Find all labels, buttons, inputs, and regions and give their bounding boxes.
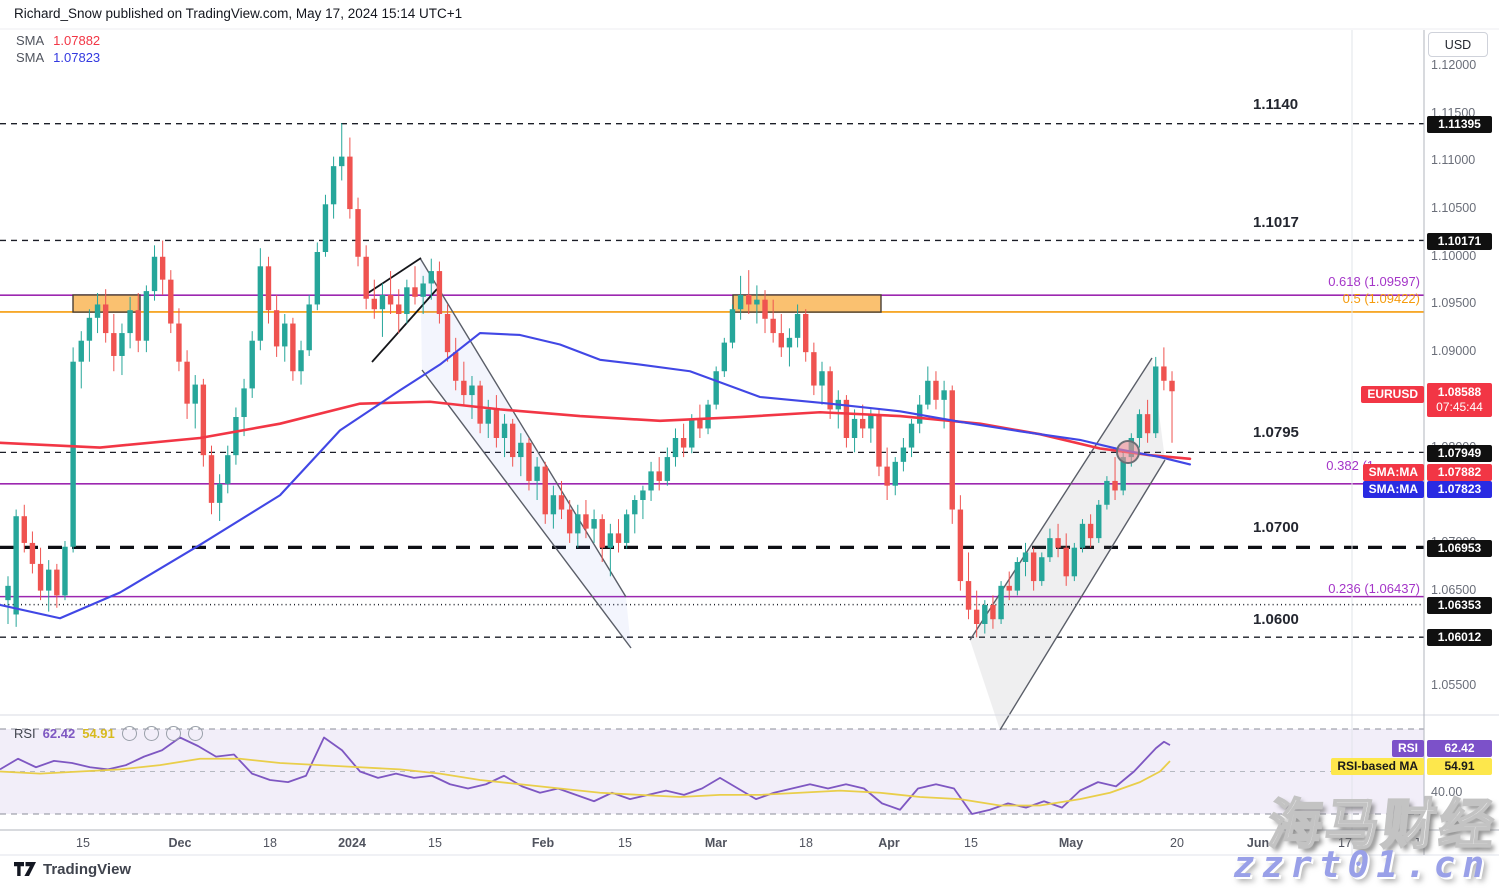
time-axis-label: 2024 [338, 836, 366, 850]
price-axis-tick: 1.09500 [1431, 296, 1477, 311]
fib-level-label: 0.5 (1.09422) [1342, 291, 1420, 306]
time-axis-label: Ju [1413, 836, 1427, 850]
currency-unit-button[interactable]: USD [1428, 32, 1488, 57]
more-icon[interactable] [187, 726, 203, 741]
sma1-label: SMA [16, 33, 45, 48]
rsi-ma-line [0, 757, 1171, 807]
trend-line [371, 288, 438, 363]
time-axis-label: Dec [168, 836, 192, 850]
delete-icon[interactable] [165, 726, 181, 741]
price-tag: 1.07823 [1427, 480, 1492, 498]
price-tag: 1.08588 07:45:44 [1427, 383, 1492, 417]
fib-level-label: 0.236 (1.06437) [1328, 581, 1420, 596]
rsi-value: 62.42 [42, 726, 76, 741]
price-tag: 1.06012 [1427, 628, 1492, 646]
price-axis-tick: 1.05500 [1431, 677, 1477, 692]
price-level-label: 1.0600 [1253, 611, 1299, 628]
trend-line [367, 257, 422, 294]
series-label-tag: RSI-based MA [1331, 757, 1424, 775]
price-tag: 1.06353 [1427, 596, 1492, 614]
sma1-value: 1.07882 [53, 33, 101, 48]
watermark-url: zzrt01.cn [1232, 845, 1491, 886]
price-tag: 1.06953 [1427, 539, 1492, 557]
time-axis-label: May [1058, 836, 1084, 850]
rsi-line [0, 736, 1171, 815]
time-axis-label: Jun [1246, 836, 1270, 850]
price-tag: 1.11395 [1427, 115, 1492, 133]
price-level-label: 1.0700 [1253, 519, 1299, 536]
time-axis-label: Feb [531, 836, 555, 850]
time-axis-label: 15 [428, 836, 442, 850]
sma-legend-1[interactable]: SMA 1.07882 [16, 33, 100, 48]
settings-icon[interactable] [143, 726, 159, 741]
tradingview-brand-text: TradingView [43, 861, 132, 878]
price-axis-tick: 1.09000 [1431, 344, 1477, 359]
price-axis-tick: 1.11000 [1431, 153, 1476, 168]
time-axis-label: 18 [799, 836, 813, 850]
tradingview-attribution[interactable]: TradingView [14, 861, 131, 878]
highlight-circle-marker [1116, 440, 1140, 464]
rsi-indicator-header[interactable]: RSI 62.42 54.91 [14, 726, 203, 741]
sma2-value: 1.07823 [53, 50, 101, 65]
channel-fill [970, 358, 1165, 730]
candlestick-series [5, 123, 1175, 638]
time-axis-label: 15 [76, 836, 90, 850]
time-axis-label: Apr [878, 836, 900, 850]
price-tag: 62.42 [1427, 739, 1492, 757]
hide-icon[interactable] [121, 726, 137, 741]
time-axis-label: 20 [1170, 836, 1184, 850]
sma-legend-2[interactable]: SMA 1.07823 [16, 50, 100, 65]
rsi-ma-value: 54.91 [82, 726, 115, 741]
publish-header: Richard_Snow published on TradingView.co… [14, 6, 463, 21]
channel-edge [421, 369, 632, 649]
price-level-label: 1.1140 [1253, 96, 1299, 113]
price-tag: 1.07949 [1427, 444, 1492, 462]
fib-level-label: 0.618 (1.09597) [1328, 274, 1420, 289]
series-label-tag: SMA:MA [1362, 480, 1424, 498]
fib-level-label: 0.382 (1 [1326, 458, 1374, 473]
time-axis-label: 15 [618, 836, 632, 850]
price-tag: 54.91 [1427, 757, 1492, 775]
tradingview-logo-icon [14, 862, 36, 876]
series-label-tag: EURUSD [1361, 385, 1424, 403]
series-label-tag: RSI [1391, 739, 1424, 757]
sma-fast-line [0, 400, 1192, 461]
price-axis-tick: 1.12000 [1431, 58, 1477, 72]
time-axis-label: 15 [964, 836, 978, 850]
supply-zone-box [732, 294, 882, 313]
rsi-axis-tick: 40.00 [1431, 784, 1463, 799]
channel-edge [419, 257, 627, 598]
price-tag: 1.10171 [1427, 232, 1492, 250]
series-label-tag: SMA:MA [1362, 463, 1424, 481]
channel-edge [999, 459, 1166, 731]
sma2-label: SMA [16, 50, 45, 65]
price-tag: 1.07882 [1427, 463, 1492, 481]
price-level-label: 1.1017 [1253, 214, 1299, 231]
time-axis-label: Mar [704, 836, 728, 850]
price-axis-tick: 1.10000 [1431, 248, 1477, 263]
price-level-label: 1.0795 [1253, 424, 1299, 441]
price-axis-tick: 1.10500 [1431, 201, 1477, 216]
channel-fill [420, 258, 631, 648]
time-axis-label: 17 [1338, 836, 1352, 850]
rsi-title: RSI [14, 726, 36, 741]
time-axis-label: 18 [263, 836, 277, 850]
sma-slow-line [0, 332, 1192, 620]
price-axis-tick: 1.06500 [1431, 582, 1477, 597]
